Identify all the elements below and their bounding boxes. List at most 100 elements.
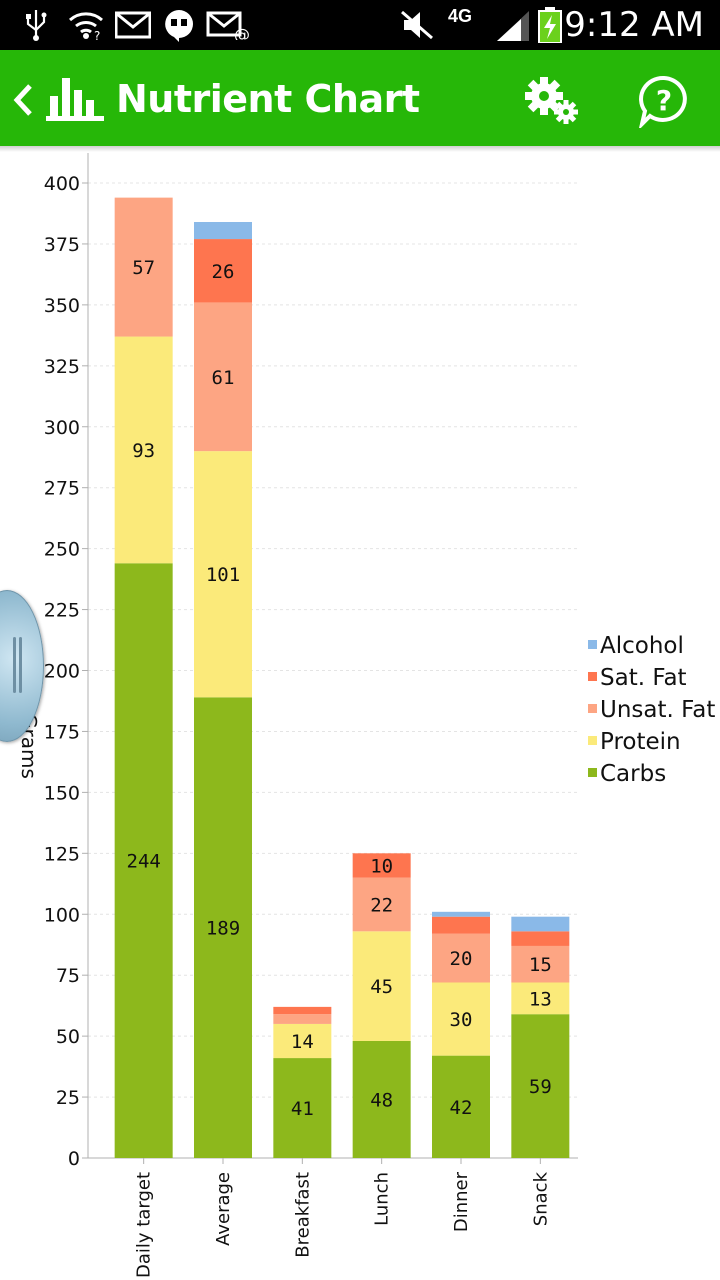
bar-value-label: 22 <box>370 895 393 917</box>
bar-segment-protein[interactable] <box>432 982 490 1056</box>
legend-label: Unsat. Fat <box>600 697 715 723</box>
x-category-label: Lunch <box>372 1172 393 1226</box>
battery-charging-icon <box>536 7 564 43</box>
bar-segment-sat-fat[interactable] <box>432 916 490 934</box>
bar-value-label: 13 <box>529 988 552 1010</box>
bar-value-label: 101 <box>206 564 240 586</box>
bar-value-label: 10 <box>370 856 393 878</box>
legend-label: Alcohol <box>600 633 684 659</box>
bar-value-label: 48 <box>370 1090 393 1112</box>
y-tick-label: 400 <box>44 173 80 195</box>
bar-segment-sat-fat[interactable] <box>273 1006 332 1015</box>
settings-gears-icon[interactable] <box>524 76 580 126</box>
bar-segment-carbs[interactable] <box>511 1014 570 1158</box>
bar-segment-unsat-fat[interactable] <box>352 877 411 932</box>
y-tick-label: 250 <box>44 539 80 561</box>
bar-segment-sat-fat[interactable] <box>511 931 570 946</box>
bar-value-label: 41 <box>291 1098 314 1120</box>
bar-segment-sat-fat[interactable] <box>194 239 252 303</box>
x-category-label: Average <box>213 1172 234 1246</box>
bar-segment-carbs[interactable] <box>114 563 173 1158</box>
legend-swatch <box>588 704 597 713</box>
status-bar: ? @ 4G 9:12 AM <box>0 0 720 50</box>
y-tick-label: 75 <box>56 965 80 987</box>
svg-text:?: ? <box>94 29 100 40</box>
x-category-label: Snack <box>530 1171 551 1226</box>
svg-text:@: @ <box>234 25 250 40</box>
bar-segment-carbs[interactable] <box>352 1041 411 1158</box>
y-tick-label: 350 <box>44 295 80 317</box>
bar-segment-carbs[interactable] <box>194 697 252 1158</box>
legend-swatch <box>588 768 597 777</box>
bar-value-label: 20 <box>450 948 473 970</box>
network-type-label: 4G <box>448 6 473 26</box>
bar-segment-unsat-fat[interactable] <box>114 197 173 337</box>
help-icon[interactable]: ? <box>636 74 692 131</box>
bar-segment-alcohol[interactable] <box>194 222 252 240</box>
x-category-label: Breakfast <box>292 1172 313 1258</box>
action-bar: Nutrient Chart <box>0 50 720 146</box>
action-bar-shadow <box>0 146 720 152</box>
bar-chart-icon[interactable] <box>44 70 106 126</box>
bar-value-label: 59 <box>529 1076 552 1098</box>
legend-swatch <box>588 672 597 681</box>
y-tick-label: 0 <box>68 1148 80 1170</box>
mute-icon <box>398 8 436 42</box>
x-category-label: Daily target <box>134 1172 155 1278</box>
page-title: Nutrient Chart <box>116 77 420 121</box>
signal-icon <box>494 8 532 42</box>
bar-segment-alcohol[interactable] <box>511 916 570 932</box>
wifi-icon: ? <box>66 8 106 42</box>
y-tick-label: 150 <box>44 782 80 804</box>
gmail-icon <box>114 8 152 42</box>
bar-segment-unsat-fat[interactable] <box>432 933 490 983</box>
bar-value-label: 42 <box>450 1097 473 1119</box>
bar-value-label: 15 <box>529 954 552 976</box>
legend-label: Protein <box>600 729 681 755</box>
bar-value-label: 93 <box>132 440 155 462</box>
y-tick-label: 25 <box>56 1087 80 1109</box>
bar-value-label: 45 <box>370 976 393 998</box>
y-tick-label: 100 <box>44 904 80 926</box>
email-icon: @ <box>206 8 250 42</box>
bar-segment-sat-fat[interactable] <box>352 853 411 878</box>
bar-segment-carbs[interactable] <box>432 1055 490 1158</box>
bar-segment-protein[interactable] <box>511 982 570 1015</box>
y-tick-label: 300 <box>44 417 80 439</box>
y-tick-label: 175 <box>44 721 80 743</box>
nutrient-chart: 0 25 50 75 100 125 150 175 200 225 250 275 300 325 350… <box>17 153 715 1278</box>
y-tick-label: 375 <box>44 234 80 256</box>
bar-value-label: 26 <box>212 261 235 283</box>
y-tick-label: 275 <box>44 478 80 500</box>
bar-segment-protein[interactable] <box>352 931 411 1041</box>
x-category-label: Dinner <box>451 1171 472 1232</box>
bar-segment-protein[interactable] <box>114 336 173 564</box>
bar-value-label: 244 <box>127 851 161 873</box>
bar-value-label: 30 <box>450 1009 473 1031</box>
legend-swatch <box>588 640 597 649</box>
bar-segment-protein[interactable] <box>194 451 252 698</box>
y-tick-label: 325 <box>44 356 80 378</box>
legend-label: Sat. Fat <box>600 665 687 691</box>
bar-value-label: 189 <box>206 918 240 940</box>
bar-segment-unsat-fat[interactable] <box>511 945 570 983</box>
legend-label: Carbs <box>600 761 666 787</box>
bar-value-label: 57 <box>132 257 155 279</box>
bar-segment-unsat-fat[interactable] <box>194 302 252 452</box>
y-tick-label: 225 <box>44 600 80 622</box>
hangouts-icon <box>160 8 198 42</box>
bar-value-label: 14 <box>291 1031 314 1053</box>
bar-segment-alcohol[interactable] <box>432 911 490 917</box>
legend-swatch <box>588 736 597 745</box>
status-time: 9:12 AM <box>564 5 704 45</box>
svg-text:?: ? <box>656 84 672 117</box>
bar-segment-unsat-fat[interactable] <box>273 1014 332 1024</box>
bar-value-label: 61 <box>212 367 235 389</box>
y-tick-label: 50 <box>56 1026 80 1048</box>
bar-segment-protein[interactable] <box>273 1023 332 1059</box>
y-tick-label: 125 <box>44 843 80 865</box>
back-chevron-icon[interactable] <box>10 82 38 118</box>
bar-segment-carbs[interactable] <box>273 1058 332 1158</box>
y-tick-label: 200 <box>44 661 80 683</box>
usb-icon <box>20 8 52 42</box>
